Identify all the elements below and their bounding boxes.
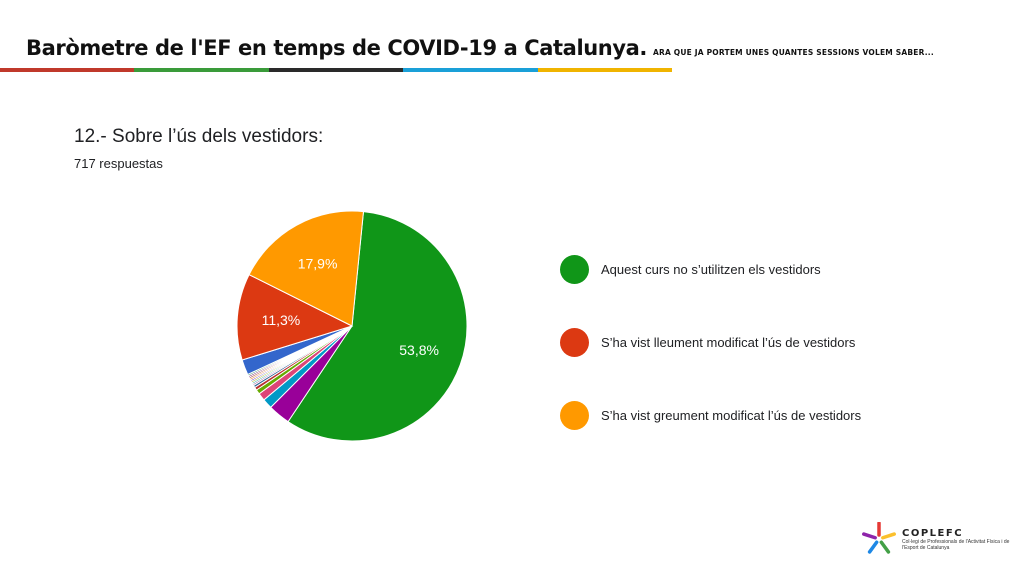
stripe-segment: [268, 68, 404, 72]
stripe-segment: [537, 68, 673, 72]
logo-name: COPLEFC: [902, 527, 964, 539]
logo-star-icon: [862, 522, 896, 554]
slice-data-label: 53,8%: [399, 342, 439, 358]
question-title: 12.- Sobre l’ús dels vestidors:: [74, 126, 324, 147]
pie-chart: 53,8% 11,3% 17,9%: [236, 210, 468, 442]
legend-label: S’ha vist greument modificat l’ús de ves…: [601, 407, 862, 423]
pie-slice: [236, 273, 354, 361]
legend-color-dot: [560, 254, 589, 284]
color-stripe: [0, 68, 673, 72]
legend-label: S’ha vist lleument modificat l’ús de ves…: [601, 334, 856, 350]
page-title: Baròmetre de l'EF en temps de COVID-19 a…: [26, 36, 647, 60]
stripe-segment: [403, 68, 538, 72]
page-subtitle: ARA QUE JA PORTEM UNES QUANTES SESSIONS …: [653, 48, 934, 57]
logo-ray: [879, 540, 891, 554]
pie-slice: [287, 211, 468, 442]
stripe-segment: [134, 68, 269, 72]
slice-data-label: 11,3%: [262, 312, 301, 328]
stripe-segment: [0, 68, 135, 72]
header: Baròmetre de l'EF en temps de COVID-19 a…: [26, 36, 934, 60]
logo-subtitle: Col·legi de Professionals de l'Activitat…: [902, 538, 1010, 551]
logo-ray: [867, 540, 879, 554]
legend-item: Aquest curs no s’utilitzen els vestidors: [560, 254, 861, 284]
legend-label: Aquest curs no s’utilitzen els vestidors: [601, 261, 821, 277]
slice-data-label: 17,9%: [298, 256, 338, 272]
legend-item: S’ha vist lleument modificat l’ús de ves…: [560, 327, 861, 357]
coplefc-logo: COPLEFC Col·legi de Professionals de l'A…: [862, 522, 1022, 556]
pie-slice: [248, 210, 365, 327]
logo-ray: [862, 532, 877, 540]
chart-legend: Aquest curs no s’utilitzen els vestidors…: [560, 254, 861, 473]
legend-color-dot: [560, 400, 589, 430]
logo-ray: [881, 532, 896, 540]
legend-item: S’ha vist greument modificat l’ús de ves…: [560, 400, 861, 430]
response-count: 717 respuestas: [74, 156, 163, 171]
legend-color-dot: [560, 327, 589, 357]
